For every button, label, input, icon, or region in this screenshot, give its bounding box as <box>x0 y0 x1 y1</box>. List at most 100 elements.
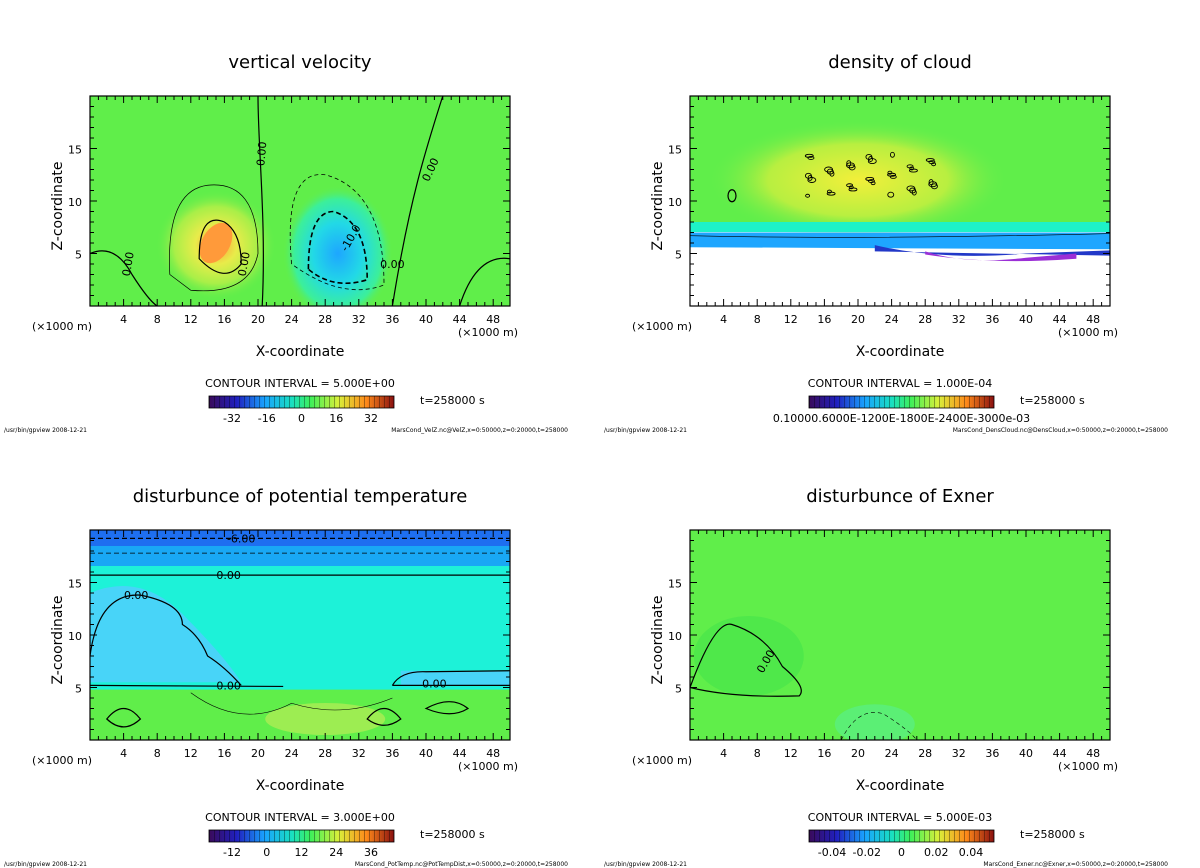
contour-positive <box>366 707 402 726</box>
x-tick-label: 32 <box>352 313 366 326</box>
x-tick-label: 20 <box>251 313 265 326</box>
contour-lines <box>90 537 510 728</box>
colorbar-tick-label: 0 <box>263 846 270 859</box>
x-tick-label: 40 <box>1019 747 1033 760</box>
footer-left: /usr/bin/gpview 2008-12-21 <box>4 427 87 434</box>
contour-cloud-cell <box>911 189 917 196</box>
contour-label: 0.00 <box>120 251 137 277</box>
x-tick-label: 12 <box>784 313 798 326</box>
x-tick-label: 28 <box>918 313 932 326</box>
x-tick-label: 36 <box>985 313 999 326</box>
x-tick-label: 20 <box>851 313 865 326</box>
colorbar-tick-label: 0 <box>898 846 905 859</box>
x-tick-label: 44 <box>1053 747 1067 760</box>
x-unit-left: (×1000 m) <box>632 320 692 333</box>
footer-right: MarsCond_VelZ.nc@VelZ,x=0:50000,z=0:2000… <box>391 427 568 434</box>
x-tick-label: 20 <box>851 747 865 760</box>
x-axis-label: X-coordinate <box>856 344 945 360</box>
x-tick-label: 8 <box>154 747 161 760</box>
downdraft-region <box>282 185 393 306</box>
contour-cloud-cell <box>930 183 938 190</box>
cloud-core <box>708 120 1008 240</box>
colorbar-tick-label: 24 <box>329 846 343 859</box>
x-unit-right: (×1000 m) <box>458 326 518 339</box>
cloud-base-blue <box>690 232 1110 250</box>
y-tick-label: 15 <box>68 144 82 157</box>
x-tick-label: 44 <box>1053 313 1067 326</box>
x-tick-label: 40 <box>1019 313 1033 326</box>
contour-lines <box>690 151 1110 238</box>
contour-label: 0.00 <box>422 677 447 690</box>
footer-right: MarsCond_Exner.nc@Exner,x=0:50000,z=0:20… <box>983 861 1168 868</box>
contour-cloud-cell <box>807 177 817 183</box>
contour-positive <box>105 707 142 728</box>
contour-cloud-cell <box>931 162 937 167</box>
axis-ticks <box>690 530 1110 740</box>
x-tick-label: 16 <box>817 747 831 760</box>
contour-label: 0.00 <box>254 141 269 167</box>
x-tick-label: 48 <box>486 747 500 760</box>
contour-positive <box>190 692 393 715</box>
colorbar-tick-label: -12 <box>223 846 241 859</box>
x-tick-label: 8 <box>754 747 761 760</box>
colorbar-tick-label: 0.02 <box>924 846 949 859</box>
low-pressure-region <box>834 704 915 740</box>
y-axis-label: Z-coordinate <box>650 595 666 684</box>
contour-cloud-cell <box>826 189 832 194</box>
x-tick-label: 32 <box>952 313 966 326</box>
contour-label: 0.00 <box>216 679 241 692</box>
colorbar-tick-label: 0.10000.6000E-1200E-1800E-2400E-3000e-03 <box>773 412 1030 425</box>
y-tick-label: 10 <box>668 196 682 209</box>
contour-lines <box>90 96 510 306</box>
contour-label: -6.00 <box>227 532 255 545</box>
x-tick-label: 48 <box>1086 313 1100 326</box>
x-unit-right: (×1000 m) <box>1058 760 1118 773</box>
y-tick-label: 15 <box>668 578 682 591</box>
x-tick-label: 32 <box>352 747 366 760</box>
x-unit-left: (×1000 m) <box>32 754 92 767</box>
x-unit-left: (×1000 m) <box>632 754 692 767</box>
x-tick-label: 8 <box>754 313 761 326</box>
contour-cloud-cell <box>887 170 893 175</box>
x-tick-label: 16 <box>817 313 831 326</box>
y-tick-label: 5 <box>75 249 82 262</box>
x-tick-label: 24 <box>885 747 899 760</box>
footer-right: MarsCond_PotTemp.nc@PotTempDist,x=0:5000… <box>355 861 568 868</box>
contour-label: 0.00 <box>124 589 149 602</box>
contour-cloud-cell <box>826 191 836 196</box>
chart-title: disturbunce of potential temperature <box>133 486 468 507</box>
colorbar-tick-label: -32 <box>223 412 241 425</box>
panel-3: disturbunce of potential temperature -6.0… <box>4 486 568 868</box>
contour-cloud-cell <box>908 168 918 173</box>
x-tick-label: 12 <box>184 313 198 326</box>
contour-cloud-cell <box>848 164 856 171</box>
contour-cloud-cell <box>848 187 858 192</box>
contour-negative <box>289 174 385 291</box>
colorbar-stripes <box>809 830 994 842</box>
contour-interval: CONTOUR INTERVAL = 5.000E-03 <box>808 811 992 824</box>
axis-ticks <box>690 96 1110 306</box>
colorbar-frame <box>208 829 395 843</box>
footer-left: /usr/bin/gpview 2008-12-21 <box>604 427 687 434</box>
contour-cloud-cell <box>829 170 835 177</box>
contour-cloud-cell <box>807 155 815 160</box>
x-tick-label: 28 <box>318 747 332 760</box>
contour-positive <box>198 219 242 274</box>
x-tick-label: 12 <box>784 747 798 760</box>
colorbar-frame <box>808 395 995 409</box>
axis-ticks <box>90 96 510 306</box>
colorbar-tick-label: -16 <box>258 412 276 425</box>
contour-positive <box>690 623 802 697</box>
x-tick-label: 4 <box>720 313 727 326</box>
colorbar-tick-label: -0.02 <box>853 846 881 859</box>
x-axis-label: X-coordinate <box>256 778 345 794</box>
footer-left: /usr/bin/gpview 2008-12-21 <box>604 861 687 868</box>
contour-interval: CONTOUR INTERVAL = 1.000E-04 <box>808 377 992 390</box>
colorbar-tick-label: 0.04 <box>959 846 984 859</box>
x-tick-label: 44 <box>453 313 467 326</box>
y-axis-label: Z-coordinate <box>50 161 66 250</box>
y-tick-label: 10 <box>668 630 682 643</box>
x-tick-label: 36 <box>985 747 999 760</box>
